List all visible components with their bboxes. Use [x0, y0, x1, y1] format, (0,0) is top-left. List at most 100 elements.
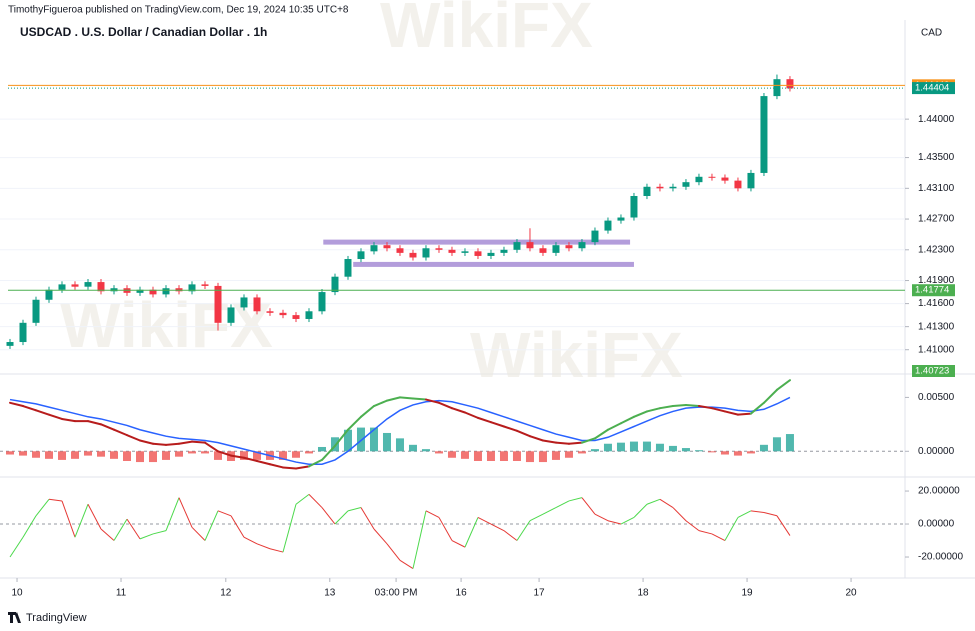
candle-body	[45, 289, 53, 300]
chart-title: USDCAD . U.S. Dollar / Canadian Dollar .…	[20, 25, 267, 39]
zone	[323, 239, 631, 245]
oscillator-segment	[334, 510, 349, 525]
oscillator-segment	[516, 520, 531, 541]
candle-body	[344, 259, 352, 277]
candle-body	[513, 242, 521, 250]
candle-body	[604, 220, 612, 231]
oscillator-segment	[555, 500, 570, 508]
histogram-bar	[642, 441, 651, 452]
oscillator-segment	[750, 510, 765, 513]
histogram-bar	[551, 451, 560, 460]
histogram-bar	[759, 444, 768, 452]
macd-segment	[762, 388, 778, 404]
oscillator-segment	[386, 543, 401, 561]
histogram-bar	[694, 450, 703, 452]
oscillator-segment	[243, 536, 258, 545]
macd-segment	[113, 428, 129, 437]
oscillator-segment	[620, 516, 635, 525]
macd-segment	[697, 405, 713, 410]
candle-body	[71, 284, 79, 287]
oscillator-segment	[191, 526, 206, 541]
oscillator-segment	[126, 518, 141, 540]
oscillator-segment	[490, 523, 505, 532]
candle-body	[695, 176, 703, 183]
histogram-bar	[434, 451, 443, 454]
oscillator-segment	[282, 504, 297, 553]
histogram-bar	[252, 451, 261, 460]
oscillator-segment	[672, 507, 687, 522]
histogram-bar	[629, 441, 638, 452]
macd-segment	[281, 466, 297, 470]
macd-segment	[567, 441, 583, 445]
oscillator-segment	[711, 533, 726, 541]
histogram-bar	[382, 432, 391, 452]
oscillator-segment	[321, 507, 336, 525]
oscillator-segment	[529, 513, 544, 522]
macd-segment	[619, 415, 635, 425]
macd-segment	[242, 456, 258, 462]
histogram-bar	[330, 437, 339, 452]
oscillator-segment	[347, 507, 362, 512]
oscillator-segment	[87, 504, 102, 530]
macd-segment	[177, 440, 193, 445]
macd-segment	[541, 439, 557, 444]
candle-body	[240, 297, 248, 308]
oscillator-segment	[9, 536, 24, 558]
macd-segment	[645, 407, 661, 413]
y-tick-label: 0.00000	[918, 519, 955, 530]
price-label: 1.44404	[915, 83, 949, 94]
oscillator-segment	[74, 504, 89, 538]
histogram-bar	[772, 437, 781, 452]
macd-segment	[723, 410, 739, 416]
candle-body	[747, 172, 755, 189]
y-tick-label: 1.41000	[918, 344, 955, 355]
oscillator-segment	[724, 517, 739, 541]
histogram-bar	[278, 451, 287, 460]
y-tick-label: 0.00000	[918, 446, 955, 457]
macd-segment	[203, 441, 219, 453]
histogram-bar	[408, 444, 417, 452]
oscillator-segment	[139, 533, 154, 540]
histogram-bar	[564, 451, 573, 458]
candle-body	[6, 342, 14, 346]
zone	[353, 261, 634, 267]
oscillator-segment	[594, 513, 609, 522]
macd-segment	[489, 421, 505, 428]
watermark: WikiFX	[60, 289, 273, 361]
macd-segment	[190, 440, 206, 444]
candle-body	[669, 186, 677, 189]
oscillator-segment	[152, 530, 167, 535]
oscillator-segment	[48, 498, 63, 502]
candle-body	[357, 251, 365, 260]
oscillator-segment	[607, 520, 622, 525]
macd-segment	[126, 434, 142, 442]
histogram-bar	[6, 451, 15, 455]
y-tick-label: 0.00500	[918, 392, 955, 403]
candle-body	[305, 311, 313, 319]
macd-segment	[164, 442, 180, 446]
candle-body	[318, 292, 326, 312]
candle-body	[32, 299, 40, 323]
histogram-bar	[668, 445, 677, 452]
candle-body	[422, 248, 430, 258]
oscillator-segment	[373, 528, 388, 545]
macd-segment	[35, 409, 51, 416]
watermark: WikiFX	[380, 0, 593, 61]
watermark: WikiFX	[470, 319, 683, 391]
y-tick-label: 1.41900	[918, 275, 955, 286]
price-label: 1.41774	[915, 285, 949, 296]
x-tick-label: 12	[220, 588, 232, 599]
oscillator-segment	[35, 498, 50, 517]
oscillator-segment	[776, 515, 791, 536]
candle-body	[461, 251, 469, 253]
histogram-bar	[84, 451, 93, 456]
histogram-bar	[187, 451, 196, 454]
candle-body	[760, 96, 768, 173]
oscillator-segment	[230, 515, 245, 538]
candle-body	[448, 249, 456, 253]
histogram-bar	[681, 448, 690, 452]
histogram-bar	[148, 451, 157, 463]
y-tick-label: 1.42300	[918, 244, 955, 255]
candle-body	[214, 285, 222, 323]
